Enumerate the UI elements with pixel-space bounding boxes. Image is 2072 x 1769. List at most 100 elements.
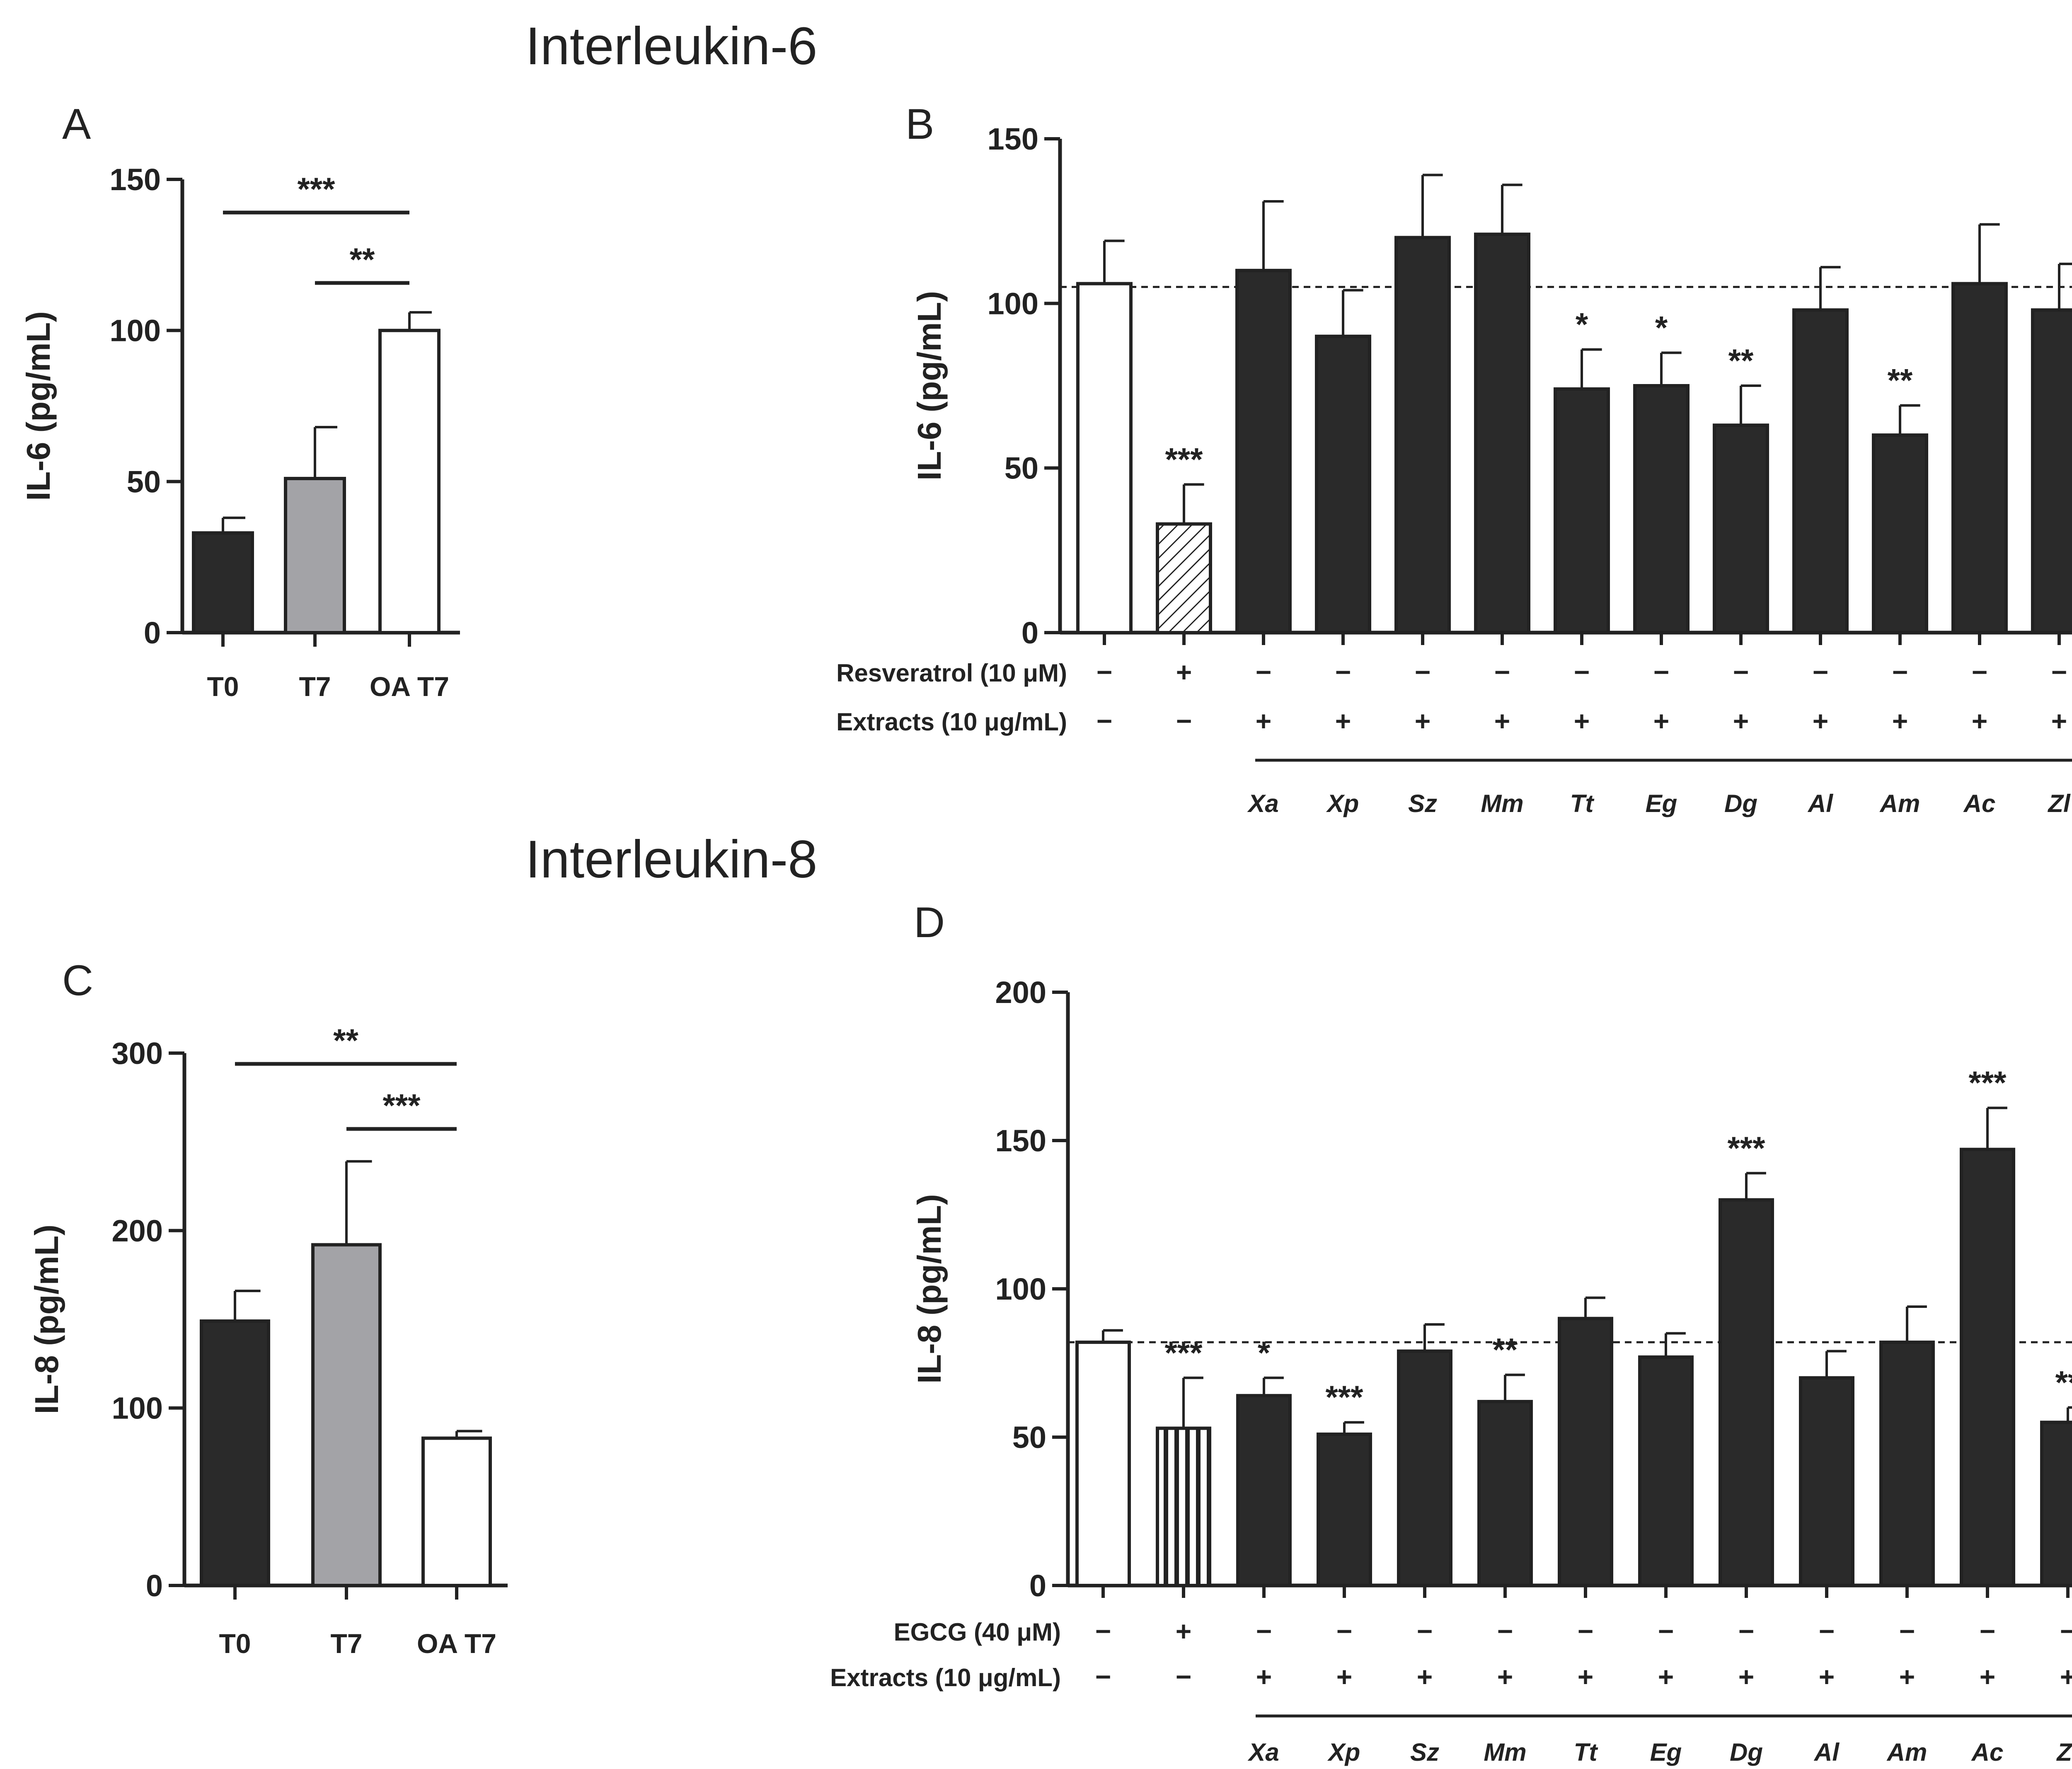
- chart-d-treatment-symbol: −: [1980, 1616, 1996, 1646]
- chart-c-y-tick-label: 0: [146, 1568, 163, 1603]
- chart-b-treatment-symbol: −: [1176, 706, 1192, 736]
- chart-a-sig-label: ***: [297, 171, 335, 207]
- chart-b-treatment-symbol: −: [1574, 657, 1590, 687]
- chart-b-y-tick-label: 50: [1005, 451, 1038, 486]
- chart-a-sig-label: **: [350, 241, 375, 278]
- chart-b-treatment-symbol: −: [1097, 657, 1113, 687]
- chart-b-treatment-symbol: −: [1813, 657, 1829, 687]
- chart-d-treatment-symbol: +: [1980, 1661, 1996, 1692]
- il8-section-title: Interleukin-8: [525, 830, 817, 889]
- chart-b-treatment-symbol: +: [1574, 706, 1590, 736]
- chart-d-y-tick-label: 200: [995, 975, 1046, 1010]
- chart-a-y-tick-label: 100: [110, 314, 161, 348]
- chart-d-treatment-symbol: +: [1738, 1661, 1755, 1692]
- chart-d-bar: [1879, 1340, 1935, 1587]
- chart-d-treatment-symbol: −: [1738, 1616, 1755, 1646]
- chart-d-extract-label: Xp: [1327, 1738, 1360, 1766]
- chart-d-treatment-symbol: −: [1497, 1616, 1513, 1646]
- chart-d-treatment-symbol: +: [1819, 1661, 1835, 1692]
- chart-b-extract-label: Sz: [1408, 790, 1437, 817]
- chart-a-x-tick-label: T0: [207, 671, 239, 702]
- chart-a-x-tick-label: OA T7: [370, 671, 449, 702]
- chart-d-bar: [1477, 1400, 1533, 1588]
- chart-a-x-tick-label: T7: [299, 671, 331, 702]
- chart-d-treatment-symbol: −: [1658, 1616, 1674, 1646]
- chart-d-sig-label: ***: [1727, 1130, 1765, 1166]
- chart-d-extract-label: Eg: [1650, 1738, 1682, 1766]
- chart-c-x-tick-label: T7: [330, 1628, 362, 1659]
- chart-d-treatment-label: Extracts (10 μg/mL): [830, 1664, 1061, 1692]
- chart-b-bar: [1235, 268, 1292, 634]
- chart-d-treatment-symbol: −: [1256, 1616, 1272, 1646]
- chart-b-treatment-label: Extracts (10 μg/mL): [836, 708, 1067, 736]
- chart-b-treatment-symbol: −: [1494, 657, 1510, 687]
- chart-b-bar: [1315, 334, 1371, 634]
- chart-b-treatment-symbol: −: [2051, 657, 2067, 687]
- chart-b-extract-label: Tt: [1570, 790, 1595, 817]
- il6-section-title: Interleukin-6: [525, 17, 817, 76]
- chart-b-bar: [1156, 522, 1212, 634]
- chart-b-sig-label: **: [1728, 342, 1754, 379]
- chart-d-treatment-symbol: −: [2060, 1616, 2072, 1646]
- chart-b-treatment-symbol: −: [1892, 657, 1908, 687]
- chart-b-treatment-symbol: −: [1256, 657, 1272, 687]
- chart-b-extract-label: Am: [1879, 790, 1920, 817]
- chart-a-y-tick-label: 50: [127, 464, 161, 499]
- chart-b-extract-label: Mm: [1481, 790, 1523, 817]
- chart-d-bar: [1960, 1148, 2015, 1587]
- chart-d-treatment-symbol: +: [1899, 1661, 1915, 1692]
- chart-d-treatment-symbol: −: [1336, 1616, 1353, 1646]
- panel-b-letter: B: [905, 100, 934, 148]
- chart-d-treatment-symbol: −: [1095, 1616, 1111, 1646]
- chart-d-treatment-symbol: +: [1658, 1661, 1674, 1692]
- chart-b-treatment-symbol: +: [1813, 706, 1829, 736]
- chart-d-treatment-label: EGCG (40 μM): [894, 1618, 1061, 1646]
- panel-c-letter: C: [62, 957, 93, 1005]
- chart-b-extract-label: Xa: [1247, 790, 1278, 817]
- chart-b-extract-label: Xp: [1326, 790, 1359, 817]
- chart-b-treatment-label: Resveratrol (10 μM): [836, 659, 1067, 687]
- chart-b-treatment-symbol: +: [1415, 706, 1431, 736]
- chart-d-extract-label: Al: [1813, 1738, 1840, 1766]
- chart-b-treatment-symbol: −: [1335, 657, 1351, 687]
- chart-d-bar: [2040, 1421, 2072, 1587]
- chart-b-y-tick-label: 150: [988, 122, 1038, 156]
- chart-d-treatment-symbol: −: [1899, 1616, 1915, 1646]
- chart-c-x-tick-label: T0: [219, 1628, 251, 1659]
- chart-b-treatment-symbol: +: [1892, 706, 1908, 736]
- chart-d-sig-label: *: [1258, 1334, 1271, 1371]
- chart-d-bar: [1638, 1355, 1694, 1587]
- chart-a-bar: [192, 531, 254, 634]
- chart-b-extract-label: Eg: [1646, 790, 1677, 817]
- chart-d-treatment-symbol: +: [1417, 1661, 1433, 1692]
- chart-d-sig-label: ***: [1968, 1064, 2007, 1101]
- chart-b-treatment-symbol: −: [1097, 706, 1113, 736]
- chart-b-bar: [1792, 308, 1849, 634]
- chart-b-bar: [1394, 236, 1451, 634]
- chart-c-sig-label: **: [333, 1022, 358, 1058]
- chart-d-treatment-symbol: +: [1497, 1661, 1513, 1692]
- chart-a-y-tick-label: 0: [144, 616, 161, 650]
- chart-b-treatment-symbol: −: [1653, 657, 1670, 687]
- chart-b-extract-label: Dg: [1724, 790, 1757, 817]
- chart-d-y-tick-label: 50: [1012, 1420, 1046, 1455]
- chart-c-y-tick-label: 100: [112, 1391, 163, 1426]
- chart-b-extract-label: Al: [1807, 790, 1833, 817]
- chart-b-bar: [1633, 384, 1690, 634]
- chart-b-treatment-symbol: −: [1972, 657, 1988, 687]
- chart-d-bar: [1558, 1317, 1613, 1588]
- chart-d-treatment-symbol: −: [1819, 1616, 1835, 1646]
- chart-a-bar: [284, 477, 346, 635]
- chart-d-bar: [1075, 1340, 1131, 1587]
- chart-b-bar: [1474, 232, 1530, 634]
- chart-d-extract-label: Dg: [1730, 1738, 1763, 1766]
- chart-b-treatment-symbol: −: [1733, 657, 1749, 687]
- chart-d-extract-label: Xa: [1247, 1738, 1279, 1766]
- chart-d-bar: [1317, 1432, 1372, 1588]
- chart-d-bar: [1156, 1426, 1211, 1588]
- chart-b-bar: [1554, 387, 1610, 634]
